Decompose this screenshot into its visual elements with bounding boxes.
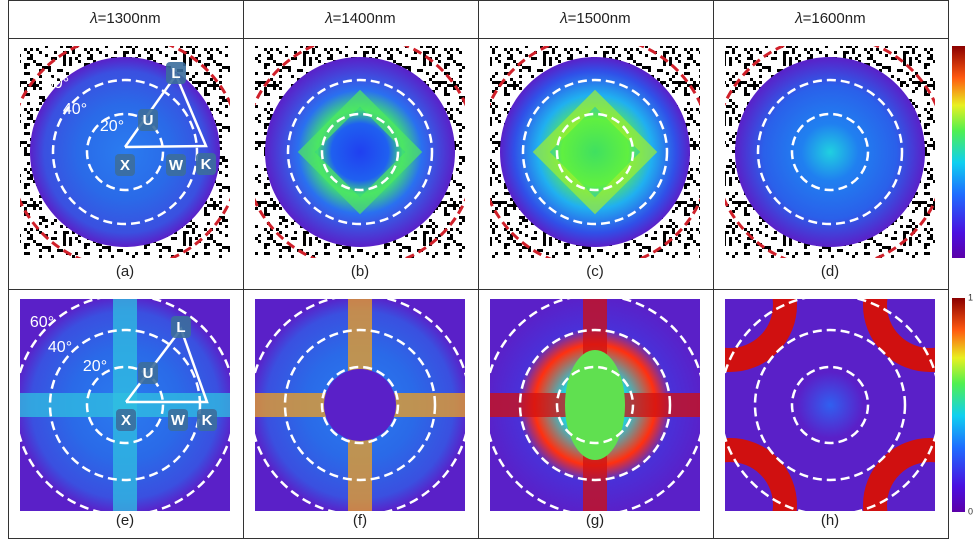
panel-label: (e) (116, 512, 134, 529)
panel-label: (h) (821, 512, 839, 529)
angle-label: 20° (100, 118, 124, 135)
point-label: X (120, 157, 130, 174)
heatmap-panel (485, 295, 705, 515)
colorbar (952, 46, 965, 258)
heatmap-panel (9, 36, 241, 268)
heatmap-panel (714, 36, 946, 268)
panel-label: (g) (586, 512, 604, 529)
point-label: U (143, 365, 154, 382)
heatmap-panel (675, 250, 974, 540)
point-label: X (121, 412, 131, 429)
column-header: 𝜆=1300nm (89, 10, 160, 27)
colorbar-min: 0 (968, 506, 973, 516)
column-header: 𝜆=1400nm (324, 10, 395, 27)
point-label: K (202, 412, 213, 429)
colorbar (952, 298, 965, 512)
point-label: L (176, 319, 185, 336)
point-label: L (171, 65, 180, 82)
angle-label: 40° (48, 339, 72, 356)
angle-label: 60° (30, 314, 54, 331)
angle-label: 60° (45, 75, 69, 92)
heatmap-panel (250, 295, 470, 515)
point-label: U (143, 112, 154, 129)
panel-label: (b) (351, 263, 369, 280)
panel-label: (d) (821, 263, 839, 280)
panel-label: (c) (586, 263, 604, 280)
angle-label: 20° (83, 358, 107, 375)
colorbar-max: 1 (968, 292, 973, 302)
panel-label: (f) (353, 512, 367, 529)
column-header: 𝜆=1600nm (794, 10, 865, 27)
heatmap-panel (479, 36, 711, 268)
intensity-disk (735, 57, 925, 247)
point-label: W (171, 412, 186, 429)
panel-label: (a) (116, 263, 134, 280)
intensity-disk (265, 57, 455, 247)
point-label: K (201, 156, 212, 173)
angle-label: 40° (63, 101, 87, 118)
figure: 1 0 𝜆=1300nm 𝜆=1400nm 𝜆=1500nm 𝜆=1600nm (a) (… (0, 0, 974, 540)
column-header: 𝜆=1500nm (559, 10, 630, 27)
point-label: W (169, 157, 184, 174)
intensity-disk (500, 57, 690, 247)
heatmap-panel (244, 36, 476, 268)
center (324, 369, 396, 441)
